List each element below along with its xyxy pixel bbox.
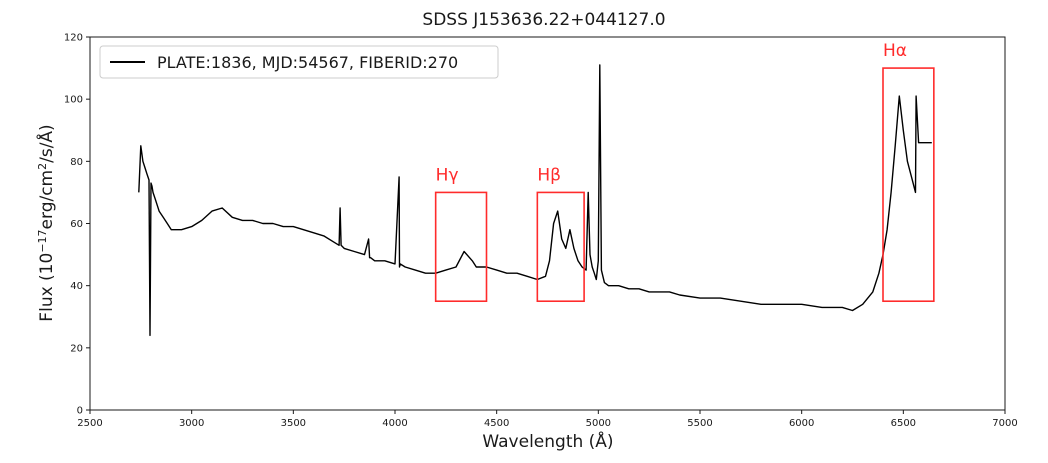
y-tick-label: 120 [64,33,83,44]
x-tick-label: 7000 [992,418,1017,429]
x-axis-label: Wavelength (Å) [482,430,613,452]
emission-line-label: Hβ [537,165,561,185]
x-tick-label: 6000 [789,418,814,429]
emission-line-label: Hα [883,41,907,61]
chart-title: SDSS J153636.22+044127.0 [422,10,665,30]
x-tick-label: 6500 [891,418,916,429]
y-tick-label: 80 [70,157,83,168]
y-axis-label-superscript: 2 [36,163,49,170]
y-axis: 0 20 40 60 80 100 120 [64,33,90,417]
x-tick-label: 2500 [77,418,102,429]
y-axis-label-part1: Flux (10 [37,253,57,322]
y-tick-label: 60 [70,219,83,230]
spectrum-line [138,64,932,337]
y-tick-label: 40 [70,281,83,292]
series-layer [138,64,932,337]
emission-line-region-box [536,191,585,303]
legend-label: PLATE:1836, MJD:54567, FIBERID:270 [157,53,458,72]
y-axis-label-part3: /s/Å) [35,124,57,163]
x-axis: 2500 3000 3500 4000 4500 5000 5500 6000 6500 7000 [77,410,1018,429]
x-tick-label: 5000 [586,418,611,429]
plot-area-frame [89,36,1006,411]
y-tick-label: 100 [64,95,83,106]
regions-layer: Hγ Hβ Hα [434,41,935,303]
x-tick-label: 4000 [382,418,407,429]
emission-line-label: Hγ [436,165,459,185]
y-axis-label-exponent: −17 [36,229,49,252]
emission-line-region-box [882,67,935,303]
emission-line-region-box [434,191,488,303]
x-tick-label: 5500 [687,418,712,429]
x-tick-label: 4500 [484,418,509,429]
y-tick-label: 0 [77,406,83,417]
y-axis-label: Flux (10−17erg/cm2/s/Å) [35,124,57,321]
x-tick-label: 3500 [281,418,306,429]
x-tick-label: 3000 [179,418,204,429]
y-axis-label-part2: erg/cm [37,170,57,230]
legend-box [99,45,499,79]
y-tick-label: 20 [70,343,83,354]
legend: PLATE:1836, MJD:54567, FIBERID:270 [99,45,499,79]
